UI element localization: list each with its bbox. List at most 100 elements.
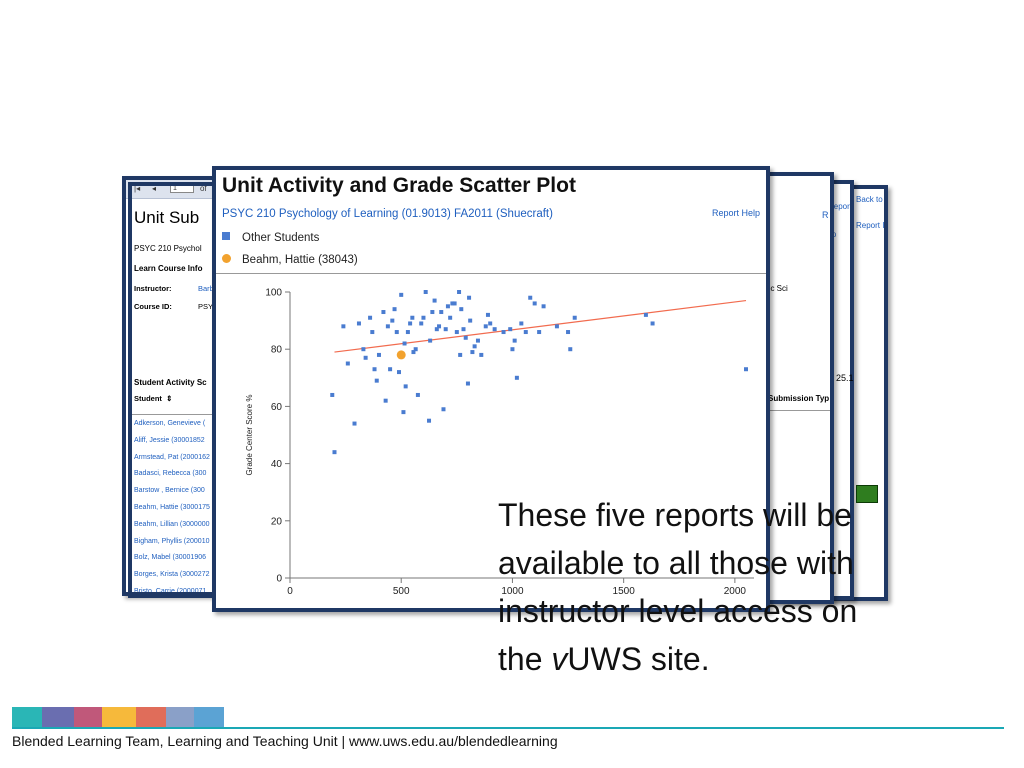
data-point-other-student bbox=[479, 352, 484, 357]
data-point-other-student bbox=[363, 355, 368, 360]
data-point-other-student bbox=[410, 315, 415, 320]
student-row-link[interactable]: Bigham, Phyllis (200010 bbox=[134, 537, 210, 545]
data-point-other-student bbox=[368, 315, 373, 320]
data-point-other-student bbox=[492, 327, 497, 332]
help-link[interactable]: R bbox=[822, 210, 829, 220]
data-point-other-student bbox=[454, 330, 459, 335]
student-row-link[interactable]: Bolz, Mabel (30001906 bbox=[134, 554, 206, 562]
data-point-other-student bbox=[434, 327, 439, 332]
data-point-other-student bbox=[528, 295, 533, 300]
student-column-header[interactable]: Student ⇕ bbox=[134, 394, 172, 403]
student-row-link[interactable]: Badasci, Rebecca (300 bbox=[134, 470, 207, 478]
data-point-other-student bbox=[510, 347, 515, 352]
data-point-other-student bbox=[427, 418, 432, 423]
instructor-link[interactable]: Barb bbox=[198, 284, 214, 293]
footer-color-segment bbox=[136, 707, 166, 727]
back-to-link[interactable]: Back to bbox=[856, 195, 883, 204]
caption-line: the vUWS site. bbox=[498, 635, 968, 683]
data-point-other-student bbox=[514, 375, 519, 380]
data-point-other-student bbox=[419, 321, 424, 326]
caption-line: instructor level access on bbox=[498, 593, 858, 629]
y-tick-label: 100 bbox=[265, 288, 282, 299]
data-point-other-student bbox=[450, 301, 455, 306]
data-point-other-student bbox=[430, 310, 435, 315]
data-point-other-student bbox=[396, 370, 401, 375]
sort-icon[interactable]: ⇕ bbox=[164, 394, 173, 403]
data-point-other-student bbox=[463, 335, 468, 340]
data-point-other-student bbox=[341, 324, 346, 329]
caption-text: UWS site. bbox=[567, 641, 710, 677]
data-point-other-student bbox=[405, 330, 410, 335]
student-row-link[interactable]: Beahm, Lillian (3000000 bbox=[134, 520, 210, 528]
data-point-other-student bbox=[374, 378, 379, 383]
data-point-other-student bbox=[332, 450, 337, 455]
data-point-other-student bbox=[330, 392, 335, 397]
data-point-other-student bbox=[437, 324, 442, 329]
footer-color-segment bbox=[42, 707, 74, 727]
student-row-link[interactable]: Adkerson, Genevieve ( bbox=[134, 420, 206, 427]
student-row-link[interactable]: Bristo, Carrie (2000071 bbox=[134, 588, 207, 595]
data-point-other-student bbox=[372, 367, 377, 372]
footer-color-segment bbox=[166, 707, 194, 727]
x-tick-label: 2000 bbox=[724, 586, 747, 597]
data-point-other-student bbox=[744, 367, 748, 372]
course-line: PSYC 210 Psychol bbox=[134, 244, 202, 253]
data-point-other-student bbox=[519, 321, 524, 326]
x-tick-label: 1500 bbox=[613, 586, 636, 597]
data-point-other-student bbox=[452, 301, 457, 306]
data-point-other-student bbox=[402, 341, 407, 346]
data-point-other-student bbox=[512, 338, 517, 343]
data-point-other-student bbox=[403, 384, 408, 389]
square-marker-icon bbox=[222, 232, 230, 240]
report-help-link[interactable]: Report Help bbox=[711, 208, 760, 218]
data-point-other-student bbox=[457, 290, 462, 294]
data-point-other-student bbox=[415, 392, 420, 397]
scatter-plot-report-window: Unit Activity and Grade Scatter Plot PSY… bbox=[212, 166, 770, 612]
activity-value: 25.1 bbox=[836, 373, 854, 383]
course-info-heading: Learn Course Info bbox=[134, 264, 203, 273]
data-point-other-student bbox=[401, 410, 406, 415]
report-link[interactable]: Report I bbox=[856, 221, 885, 230]
data-point-other-student bbox=[370, 330, 375, 335]
data-point-selected-student bbox=[396, 350, 406, 360]
student-row-link[interactable]: Barstow , Bernice (300 bbox=[134, 487, 205, 495]
data-point-other-student bbox=[394, 330, 399, 335]
data-point-other-student bbox=[423, 290, 428, 294]
data-point-other-student bbox=[532, 301, 537, 306]
report-link[interactable]: Report bbox=[828, 202, 853, 211]
activity-section-heading: Student Activity Sc bbox=[134, 378, 207, 387]
data-point-other-student bbox=[413, 347, 418, 352]
y-tick-label: 0 bbox=[276, 574, 282, 585]
report-title: Unit Sub bbox=[134, 208, 200, 227]
caption-line: available to all those with bbox=[498, 545, 854, 581]
data-point-other-student bbox=[461, 327, 466, 332]
list-divider bbox=[130, 414, 230, 415]
data-point-other-student bbox=[537, 330, 542, 335]
data-point-other-student bbox=[485, 312, 490, 317]
data-point-other-student bbox=[411, 350, 416, 355]
y-axis-label: Grade Center Score % bbox=[245, 395, 254, 476]
student-row-link[interactable]: Borges, Krista (3000272 bbox=[134, 571, 210, 579]
previous-page-icon[interactable]: ◂ bbox=[152, 184, 157, 193]
y-tick-label: 60 bbox=[271, 402, 283, 413]
first-page-icon[interactable]: |◂ bbox=[134, 184, 141, 193]
data-point-other-student bbox=[467, 295, 472, 300]
caption-italic-text: v bbox=[551, 641, 568, 677]
data-point-other-student bbox=[554, 324, 559, 329]
data-point-other-student bbox=[483, 324, 488, 329]
data-point-other-student bbox=[541, 304, 546, 309]
data-point-other-student bbox=[421, 315, 426, 320]
legend-item-selected-student: Beahm, Hattie (38043) bbox=[222, 254, 358, 266]
legend-divider bbox=[216, 273, 766, 274]
submission-type-header: Submission Typ bbox=[768, 394, 830, 403]
course-subtitle-link[interactable]: PSYC 210 Psychology of Learning (01.9013… bbox=[222, 208, 553, 220]
student-column-label: Student bbox=[134, 394, 162, 403]
student-row-link[interactable]: Beahm, Hattie (3000175 bbox=[134, 504, 210, 511]
x-tick-label: 1000 bbox=[501, 586, 524, 597]
data-point-other-student bbox=[399, 292, 404, 297]
data-point-other-student bbox=[459, 307, 464, 312]
student-row-link[interactable]: Armstead, Pat (2000162 bbox=[134, 453, 210, 461]
data-point-other-student bbox=[566, 330, 571, 335]
student-row-link[interactable]: Aliff, Jessie (30001852 bbox=[134, 436, 205, 444]
